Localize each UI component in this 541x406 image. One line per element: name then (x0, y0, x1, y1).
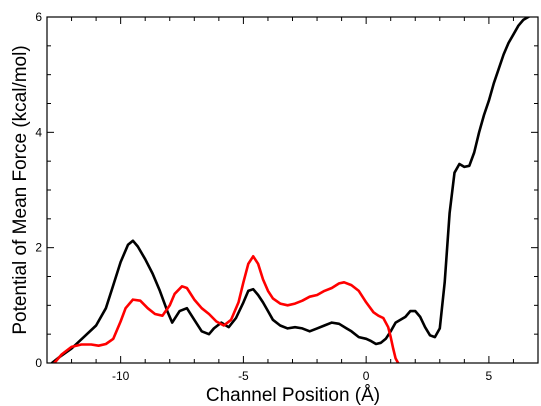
plot-frame (46, 16, 539, 364)
series-line-red (53, 254, 400, 363)
series-group (50, 17, 531, 363)
ticks-layer: -10 -5 0 5 0 2 4 6 (35, 10, 539, 383)
x-axis-title: Channel Position (Å) (206, 385, 380, 406)
x-tick-label: 5 (486, 369, 493, 383)
y-axis-title: Potential of Mean Force (kcal/mol) (10, 45, 31, 334)
y-tick-label: 4 (35, 125, 42, 139)
series-line-black (50, 17, 531, 363)
x-tick-label: -5 (238, 369, 249, 383)
y-tick-label: 6 (35, 10, 42, 24)
x-tick-label: 0 (363, 369, 370, 383)
y-tick-label: 2 (35, 241, 42, 255)
x-tick-label: -10 (112, 369, 130, 383)
plot-area (46, 16, 539, 364)
y-tick-label: 0 (35, 356, 42, 370)
